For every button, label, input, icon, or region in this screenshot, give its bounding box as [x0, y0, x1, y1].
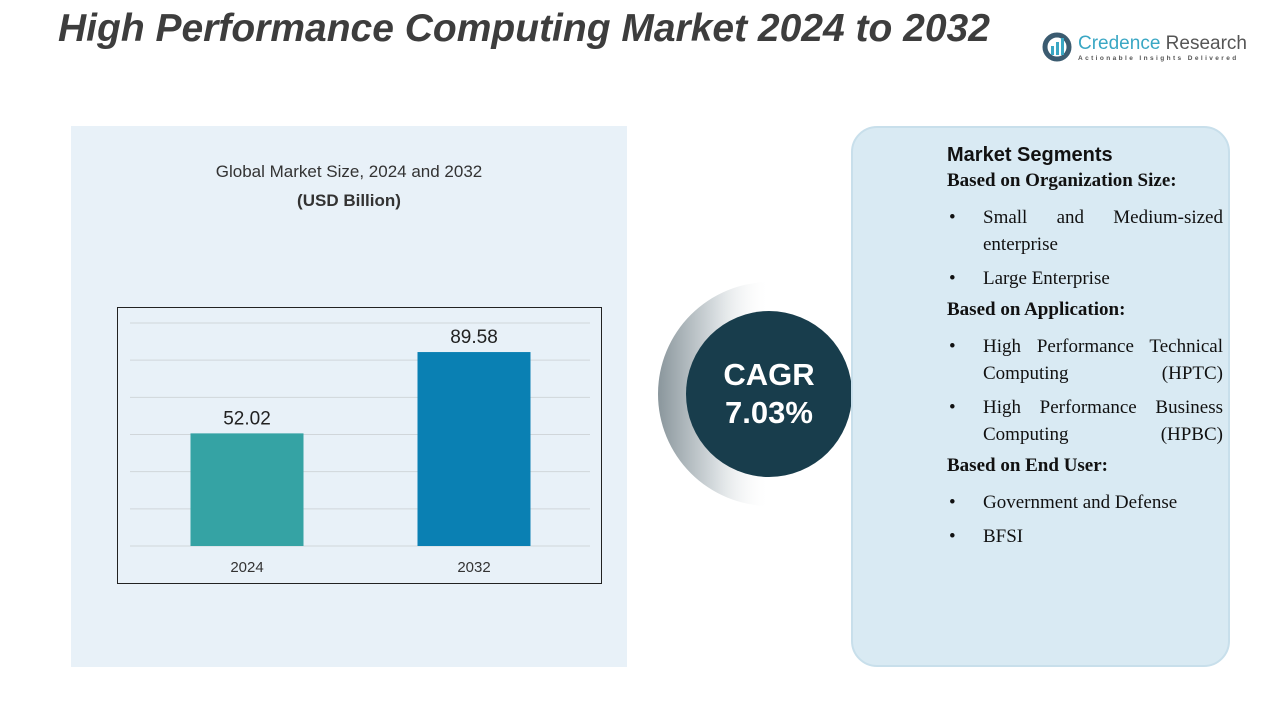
segment-item: Small and Medium-sized enterprise	[947, 204, 1223, 258]
x-tick-label: 2024	[230, 559, 263, 576]
chart-subtitle: (USD Billion)	[297, 191, 401, 210]
x-tick-label: 2032	[457, 559, 490, 576]
segment-item: Large Enterprise	[947, 265, 1223, 292]
data-label: 52.02	[223, 408, 271, 429]
segment-item: High Performance Business Computing (HPB…	[947, 394, 1223, 448]
bar-2024	[190, 433, 304, 546]
cagr-ring	[650, 276, 890, 516]
page-title: High Performance Computing Market 2024 t…	[58, 7, 990, 50]
bar-chart: 52.02 2024 89.58 2032	[117, 307, 602, 584]
cagr-label: CAGR	[723, 357, 815, 392]
segment-group-title: Based on Organization Size:	[947, 170, 1177, 191]
segment-group-title: Based on Application:	[947, 299, 1126, 320]
segment-item: BFSI	[947, 523, 1223, 550]
logo-tagline: Actionable Insights Delivered	[1078, 54, 1239, 62]
data-label: 89.58	[450, 327, 498, 348]
cagr-value: 7.03%	[725, 395, 813, 430]
logo-icon	[1042, 32, 1072, 62]
segments-list: Market Segments Based on Organization Si…	[947, 144, 1223, 557]
logo: Credence Research Actionable Insights De…	[1042, 32, 1247, 62]
bar-2032	[417, 352, 531, 546]
chart-panel	[71, 126, 627, 667]
chart-svg: 52.02 2024 89.58 2032	[130, 322, 590, 576]
cagr-badge: CAGR 7.03%	[686, 311, 852, 477]
segment-item: High Performance Technical Computing (HP…	[947, 333, 1223, 387]
logo-name: Credence	[1078, 32, 1161, 54]
segment-item: Government and Defense	[947, 489, 1223, 516]
logo-name-b: Research	[1165, 32, 1247, 54]
chart-title: Global Market Size, 2024 and 2032	[215, 162, 483, 181]
segments-heading: Market Segments	[947, 144, 1113, 166]
segment-group-title: Based on End User:	[947, 455, 1108, 476]
